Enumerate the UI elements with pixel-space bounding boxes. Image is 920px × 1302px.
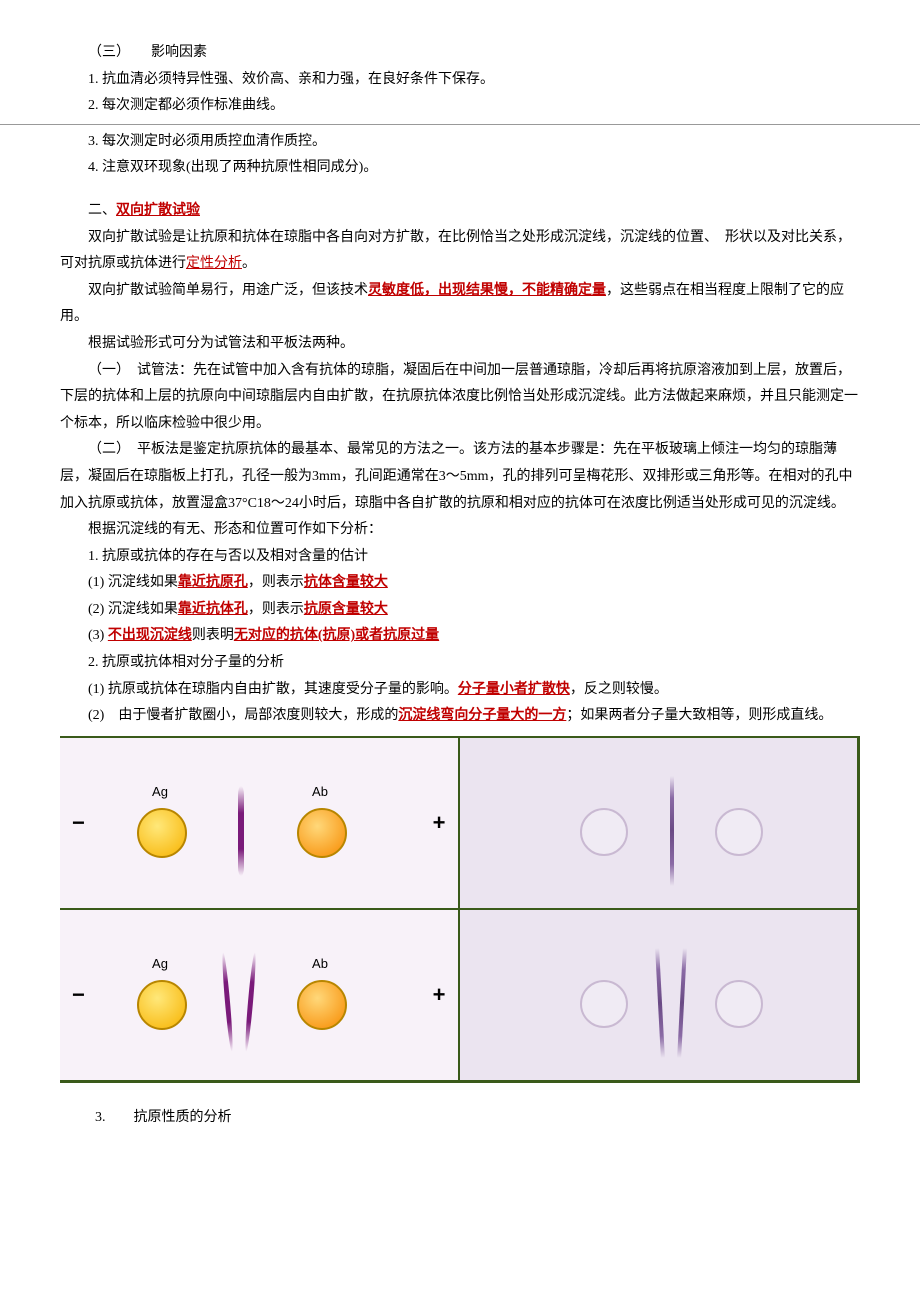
- t: ，则表示: [248, 602, 304, 617]
- rule-3: (3) 不出现沉淀线则表明无对应的抗体(抗原)或者抗原过量: [60, 623, 860, 650]
- analysis-1-heading: 1. 抗原或抗体的存在与否以及相对含量的估计: [60, 544, 860, 571]
- ag-label: Ag: [140, 952, 180, 977]
- photo-well-right-icon: [715, 808, 763, 856]
- minus-sign: −: [72, 802, 85, 844]
- point-1: 1. 抗血清必须特异性强、效价高、亲和力强，在良好条件下保存。: [60, 67, 860, 94]
- para-tube-method: （一） 试管法：先在试管中加入含有抗体的琼脂，凝固后在中间加一层普通琼脂，冷却后…: [60, 358, 860, 438]
- plus-sign: +: [433, 802, 446, 844]
- para-forms: 根据试验形式可分为试管法和平板法两种。: [60, 331, 860, 358]
- r2-cond: 靠近抗体孔: [178, 602, 248, 617]
- section-3-heading: （三） 影响因素: [60, 40, 860, 67]
- minus-sign: −: [72, 974, 85, 1016]
- t: (1) 沉淀线如果: [88, 575, 178, 590]
- r3-cond: 不出现沉淀线: [108, 628, 192, 643]
- limitation-link: 灵敏度低，出现结果慢，不能精确定量: [368, 283, 606, 298]
- divider: [0, 124, 920, 125]
- photo-precipitin-line-icon: [670, 776, 674, 886]
- t: 双向扩散试验简单易行，用途广泛，但该技术: [88, 283, 368, 298]
- analysis-2-heading: 2. 抗原或抗体相对分子量的分析: [60, 650, 860, 677]
- ag-label: Ag: [140, 780, 180, 805]
- t: (2) 由于慢者扩散圈小，局部浓度则较大，形成的: [88, 708, 398, 723]
- ab-label: Ab: [300, 780, 340, 805]
- para-plate-method: （二） 平板法是鉴定抗原抗体的最基本、最常见的方法之一。该方法的基本步骤是：先在…: [60, 437, 860, 517]
- photo-well-left-icon: [580, 808, 628, 856]
- precipitin-curve-left-icon: [221, 952, 235, 1052]
- mw-1: (1) 抗原或抗体在琼脂内自由扩散，其速度受分子量的影响。分子量小者扩散快，反之…: [60, 677, 860, 704]
- t: 则表明: [192, 628, 234, 643]
- para-intro: 双向扩散试验是让抗原和抗体在琼脂中各自向对方扩散，在比例恰当之处形成沉淀线，沉淀…: [60, 225, 860, 278]
- photo-well-left-icon: [580, 980, 628, 1028]
- ab-label: Ab: [300, 952, 340, 977]
- diagram-row-1: − Ag Ab +: [60, 736, 860, 908]
- ab-well-icon: [297, 980, 347, 1030]
- precipitin-line-icon: [238, 786, 244, 876]
- analysis-3-heading: 3. 抗原性质的分析: [60, 1105, 860, 1132]
- photo-precipitin-left-icon: [655, 948, 665, 1058]
- schematic-double-line: − Ag Ab +: [60, 910, 460, 1080]
- title-prefix: 二、: [88, 203, 116, 218]
- mw1-key: 分子量小者扩散快: [458, 682, 570, 697]
- plus-sign: +: [433, 974, 446, 1016]
- schematic-single-line: − Ag Ab +: [60, 738, 460, 908]
- photo-double-line: [460, 910, 858, 1080]
- mw-2: (2) 由于慢者扩散圈小，局部浓度则较大，形成的沉淀线弯向分子量大的一方；如果两…: [60, 703, 860, 730]
- diagram-row-2: − Ag Ab +: [60, 908, 860, 1083]
- photo-single-line: [460, 738, 858, 908]
- title-link: 双向扩散试验: [116, 203, 200, 218]
- t: ，反之则较慢。: [570, 682, 668, 697]
- point-2: 2. 每次测定都必须作标准曲线。: [60, 93, 860, 120]
- r3-result: 无对应的抗体(抗原)或者抗原过量: [234, 628, 439, 643]
- ag-well-icon: [137, 980, 187, 1030]
- r1-result: 抗体含量较大: [304, 575, 388, 590]
- photo-well-right-icon: [715, 980, 763, 1028]
- photo-precipitin-right-icon: [677, 948, 687, 1058]
- mw2-key: 沉淀线弯向分子量大的一方: [398, 708, 566, 723]
- precipitin-curve-right-icon: [244, 952, 258, 1052]
- ab-well-icon: [297, 808, 347, 858]
- t: 双向扩散试验是让抗原和抗体在琼脂中各自向对方扩散，在比例恰当之处形成沉淀线，沉淀…: [60, 230, 851, 272]
- r2-result: 抗原含量较大: [304, 602, 388, 617]
- t: (1) 抗原或抗体在琼脂内自由扩散，其速度受分子量的影响。: [88, 682, 458, 697]
- t: ，则表示: [248, 575, 304, 590]
- t: ；如果两者分子量大致相等，则形成直线。: [566, 708, 832, 723]
- t: (3): [88, 628, 108, 643]
- section-2-title: 二、双向扩散试验: [60, 198, 860, 225]
- t: (2) 沉淀线如果: [88, 602, 178, 617]
- r1-cond: 靠近抗原孔: [178, 575, 248, 590]
- point-3: 3. 每次测定时必须用质控血清作质控。: [60, 129, 860, 156]
- t: 。: [242, 256, 256, 271]
- point-4: 4. 注意双环现象(出现了两种抗原性相同成分)。: [60, 155, 860, 182]
- qualitative-link: 定性分析: [186, 256, 242, 271]
- para-limitation: 双向扩散试验简单易行，用途广泛，但该技术灵敏度低，出现结果慢，不能精确定量，这些…: [60, 278, 860, 331]
- para-analysis-intro: 根据沉淀线的有无、形态和位置可作如下分析：: [60, 517, 860, 544]
- rule-1: (1) 沉淀线如果靠近抗原孔，则表示抗体含量较大: [60, 570, 860, 597]
- rule-2: (2) 沉淀线如果靠近抗体孔，则表示抗原含量较大: [60, 597, 860, 624]
- ag-well-icon: [137, 808, 187, 858]
